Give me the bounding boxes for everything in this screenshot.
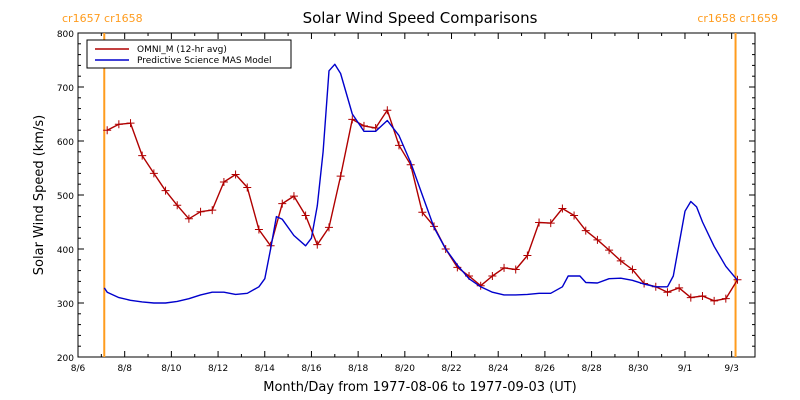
y-axis-title: Solar Wind Speed (km/s) — [32, 115, 47, 275]
x-axis: 8/6 8/8 8/10 8/12 8/14 8/16 8/18 8/20 8/22 8/24 8/… — [71, 33, 739, 374]
data-point-marker — [324, 223, 333, 232]
x-tick-label: 8/26 — [535, 364, 555, 374]
data-point-marker — [219, 178, 228, 187]
data-point-marker — [126, 119, 135, 128]
y-tick-label: 800 — [57, 30, 74, 40]
x-tick-label: 8/12 — [208, 364, 228, 374]
y-tick-label: 300 — [57, 300, 74, 310]
data-point-marker — [710, 296, 719, 305]
chart-title: Solar Wind Speed Comparisons — [303, 9, 538, 27]
x-tick-label: 8/14 — [255, 364, 275, 374]
data-point-marker — [243, 183, 252, 192]
data-point-marker — [289, 192, 298, 201]
x-tick-label: 9/3 — [724, 364, 738, 374]
data-point-marker — [161, 186, 170, 195]
data-point-marker — [278, 199, 287, 208]
y-tick-label: 700 — [57, 84, 74, 94]
x-tick-label: 8/18 — [348, 364, 368, 374]
series-group-item — [103, 63, 739, 304]
data-point-marker — [394, 141, 403, 150]
carrington-label: cr1657 cr1658 — [62, 12, 143, 25]
y-tick-label: 500 — [57, 192, 74, 202]
x-tick-label: 8/22 — [441, 364, 461, 374]
y-axis: 200 300 400 500 600 700 800 — [57, 30, 755, 364]
data-point-marker — [593, 235, 602, 244]
data-point-marker — [721, 294, 730, 303]
plot-frame — [77, 32, 756, 358]
x-tick-label: 8/28 — [581, 364, 601, 374]
data-point-marker — [581, 226, 590, 235]
data-point-marker — [628, 265, 637, 274]
data-point-marker — [511, 265, 520, 274]
x-tick-label: 8/24 — [488, 364, 508, 374]
data-point-marker — [359, 121, 368, 130]
data-point-marker — [114, 120, 123, 129]
x-tick-label: 8/6 — [71, 364, 86, 374]
x-tick-label: 8/30 — [628, 364, 648, 374]
data-point-marker — [558, 204, 567, 213]
y-tick-label: 200 — [57, 354, 74, 364]
x-tick-label: 8/16 — [301, 364, 321, 374]
x-axis-title: Month/Day from 1977-08-06 to 1977-09-03 … — [263, 380, 576, 395]
data-point-marker — [523, 251, 532, 260]
legend-label: Predictive Science MAS Model — [137, 56, 272, 66]
data-point-marker — [196, 207, 205, 216]
x-tick-label: 8/20 — [395, 364, 415, 374]
data-point-marker — [173, 201, 182, 210]
carrington-lines — [103, 33, 737, 357]
series-group — [103, 63, 742, 305]
plot-area — [77, 32, 756, 358]
data-point-marker — [686, 293, 695, 302]
data-point-marker — [488, 272, 497, 280]
series-group-item — [103, 106, 742, 305]
x-tick-label: 9/1 — [678, 364, 692, 374]
data-point-marker — [313, 240, 322, 249]
data-point-marker — [663, 288, 672, 297]
legend-label: OMNI_M (12-hr avg) — [137, 45, 227, 55]
data-point-marker — [675, 283, 684, 292]
data-point-marker — [605, 246, 614, 255]
data-point-marker — [348, 115, 357, 124]
carrington-labels: cr1657 cr1658 cr1658 cr1659 — [62, 12, 778, 25]
data-point-marker — [138, 151, 147, 160]
series-line — [103, 63, 739, 304]
carrington-label: cr1658 cr1659 — [697, 12, 778, 25]
x-tick-label: 8/10 — [161, 364, 181, 374]
data-point-marker — [149, 169, 158, 178]
data-point-marker — [184, 214, 193, 223]
y-tick-label: 600 — [57, 138, 74, 148]
data-point-marker — [546, 219, 555, 228]
data-point-marker — [418, 208, 427, 217]
x-tick-label: 8/8 — [117, 364, 132, 374]
data-point-marker — [208, 206, 217, 215]
data-point-marker — [500, 263, 509, 272]
data-point-marker — [570, 211, 579, 220]
data-point-marker — [254, 225, 263, 234]
data-point-marker — [231, 170, 240, 179]
data-point-marker — [535, 218, 544, 227]
y-tick-label: 400 — [57, 246, 74, 256]
series-line — [106, 109, 739, 302]
data-point-marker — [301, 211, 310, 220]
legend: OMNI_M (12-hr avg)Predictive Science MAS… — [86, 39, 292, 69]
data-point-marker — [383, 106, 392, 115]
data-point-marker — [616, 256, 625, 265]
data-point-marker — [336, 172, 345, 181]
data-point-marker — [103, 126, 112, 135]
data-point-marker — [698, 291, 707, 300]
legend-box — [86, 39, 292, 69]
